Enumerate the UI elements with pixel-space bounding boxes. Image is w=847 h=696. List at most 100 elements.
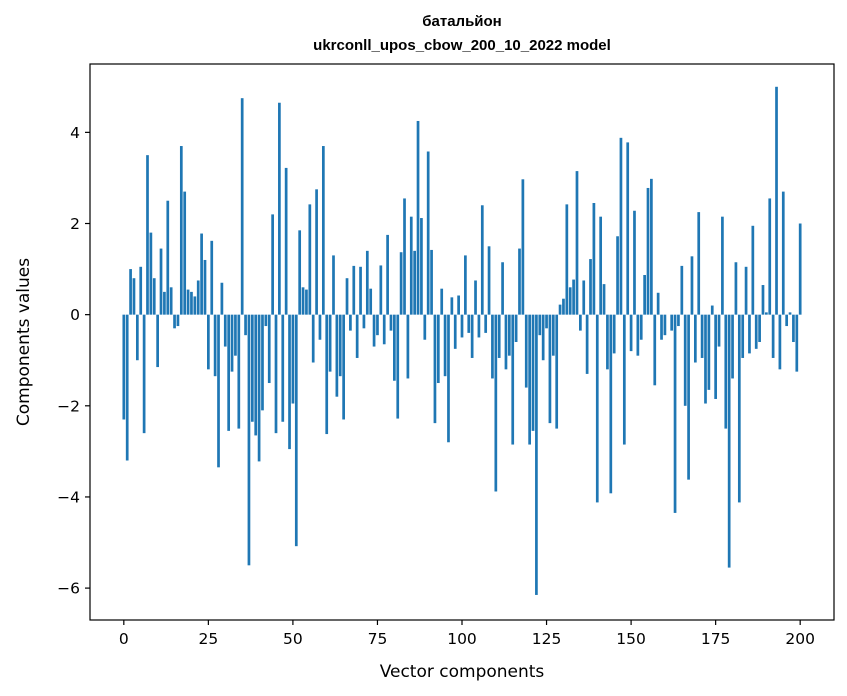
- bar-5: [139, 266, 143, 315]
- bar-183: [741, 314, 745, 358]
- bar-71: [362, 314, 366, 329]
- y-tick-label: 0: [70, 306, 80, 324]
- bar-124: [541, 314, 545, 361]
- bar-19: [186, 289, 190, 315]
- bar-179: [727, 314, 731, 568]
- bar-31: [227, 314, 231, 431]
- bar-110: [494, 314, 498, 492]
- x-tick-label: 200: [785, 630, 815, 648]
- bar-30: [223, 314, 227, 347]
- bar-41: [261, 314, 264, 411]
- y-axis-label: Components values: [14, 258, 34, 426]
- bar-182: [737, 314, 741, 503]
- bar-85: [409, 216, 413, 315]
- bar-118: [521, 179, 525, 315]
- bar-127: [551, 314, 555, 356]
- bar-112: [501, 262, 504, 315]
- bar-104: [474, 280, 477, 315]
- bar-21: [193, 296, 197, 315]
- bar-88: [420, 218, 423, 315]
- x-tick-label: 50: [283, 630, 303, 648]
- chart-title-line-1: батальйон: [422, 13, 502, 30]
- bar-23: [200, 233, 203, 315]
- bar-200: [798, 223, 802, 315]
- x-tick-label: 125: [532, 630, 562, 648]
- bar-116: [514, 314, 518, 342]
- bar-193: [775, 86, 778, 315]
- bar-84: [406, 314, 410, 379]
- bar-156: [650, 178, 653, 315]
- bar-76: [379, 265, 383, 315]
- bar-145: [612, 314, 616, 354]
- bar-20: [190, 291, 193, 315]
- bar-137: [585, 314, 589, 374]
- bar-143: [606, 314, 609, 370]
- bar-53: [301, 287, 305, 315]
- y-tick-label: 2: [70, 215, 80, 233]
- bar-67: [349, 314, 352, 331]
- bar-65: [342, 314, 345, 420]
- bar-47: [281, 314, 285, 422]
- bar-57: [315, 189, 318, 315]
- y-tick-label: −2: [57, 397, 80, 415]
- bar-109: [491, 314, 494, 379]
- bar-173: [707, 314, 711, 390]
- bar-158: [656, 292, 660, 315]
- bar-25: [207, 314, 210, 370]
- bar-106: [480, 205, 484, 315]
- bar-90: [426, 151, 430, 315]
- bar-93: [436, 314, 440, 384]
- bar-10: [156, 314, 159, 368]
- bar-120: [528, 314, 531, 445]
- bar-152: [636, 314, 640, 356]
- bar-123: [538, 314, 542, 336]
- x-axis: 0 25 50 75 100 125 150 175 200: [119, 620, 815, 648]
- bar-96: [447, 314, 450, 443]
- bar-178: [724, 314, 728, 429]
- bar-184: [744, 266, 748, 315]
- bar-111: [497, 314, 501, 358]
- y-tick-label: −4: [57, 488, 80, 506]
- bar-38: [250, 314, 254, 422]
- bar-44: [271, 214, 274, 315]
- bar-56: [311, 314, 315, 363]
- bar-195: [781, 191, 785, 315]
- bar-61: [328, 314, 332, 372]
- bar-171: [700, 314, 704, 358]
- bar-87: [416, 120, 420, 315]
- bar-103: [470, 314, 474, 358]
- bar-77: [382, 314, 386, 345]
- bar-40: [257, 314, 261, 462]
- bar-75: [376, 314, 379, 336]
- bar-73: [369, 288, 373, 315]
- bar-187: [754, 314, 758, 349]
- bar-100: [460, 314, 464, 338]
- bar-58: [318, 314, 322, 340]
- bar-174: [710, 305, 714, 315]
- bar-15: [173, 314, 176, 329]
- bar-148: [622, 314, 626, 445]
- bar-46: [278, 102, 281, 315]
- bar-165: [680, 265, 684, 315]
- bar-150: [629, 314, 633, 352]
- bar-70: [359, 266, 362, 315]
- bar-17: [179, 146, 183, 315]
- bar-199: [795, 314, 799, 372]
- bar-142: [602, 284, 606, 315]
- bar-39: [254, 314, 258, 436]
- bar-95: [443, 314, 447, 377]
- bar-54: [305, 289, 308, 315]
- bar-32: [230, 314, 234, 372]
- bar-72: [365, 250, 369, 315]
- bar-43: [267, 314, 271, 384]
- bar-86: [413, 250, 417, 315]
- bar-97: [450, 297, 454, 315]
- bar-159: [660, 314, 663, 340]
- x-tick-label: 0: [119, 630, 129, 648]
- bar-140: [595, 314, 599, 503]
- bar-107: [484, 314, 488, 333]
- bar-197: [788, 312, 792, 315]
- x-tick-label: 175: [701, 630, 731, 648]
- bar-149: [626, 142, 630, 315]
- bar-1: [125, 314, 129, 461]
